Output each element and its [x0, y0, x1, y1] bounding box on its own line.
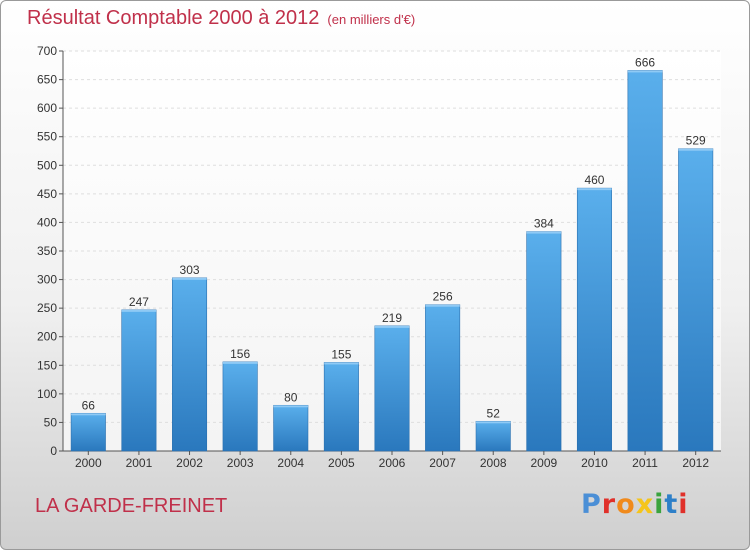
- bar-highlight: [222, 361, 258, 364]
- bar-value-label: 219: [382, 311, 402, 325]
- bar-highlight: [678, 148, 713, 151]
- x-tick-label: 2011: [632, 456, 658, 470]
- bar-value-label: 460: [584, 173, 604, 187]
- bar: [222, 361, 258, 452]
- x-tick-label: 2007: [429, 456, 456, 470]
- logo-letter: x: [635, 489, 655, 520]
- bar: [121, 309, 157, 452]
- x-tick-label: 2008: [480, 456, 507, 470]
- bar-highlight: [476, 421, 511, 424]
- bar: [627, 70, 663, 452]
- bar-highlight: [374, 325, 410, 328]
- bar-highlight: [577, 188, 612, 191]
- y-tick-label: 50: [44, 415, 58, 429]
- y-tick-label: 600: [37, 101, 57, 115]
- bar-value-label: 529: [686, 134, 706, 148]
- bar-value-label: 666: [635, 55, 655, 69]
- x-tick-label: 2003: [227, 456, 254, 470]
- bar-value-label: 156: [230, 347, 250, 361]
- y-tick-label: 450: [37, 187, 57, 201]
- logo-letter: i: [678, 489, 689, 520]
- y-tick-label: 250: [37, 301, 57, 315]
- bar-highlight: [526, 231, 562, 234]
- bar-highlight: [425, 304, 460, 307]
- y-tick-label: 650: [37, 73, 57, 87]
- y-tick-label: 550: [37, 130, 57, 144]
- chart-subtitle: (en milliers d'€): [327, 12, 416, 27]
- bar-highlight: [121, 309, 157, 312]
- x-tick-label: 2000: [75, 456, 102, 470]
- proxiti-logo: Proxiti: [581, 489, 689, 520]
- logo-letter: o: [616, 489, 636, 520]
- bar-highlight: [71, 413, 106, 416]
- bar-highlight: [172, 277, 207, 280]
- bar: [678, 148, 714, 452]
- bar-highlight: [627, 70, 663, 73]
- y-tick-label: 0: [50, 444, 57, 458]
- bar: [526, 231, 562, 452]
- x-tick-label: 2006: [379, 456, 406, 470]
- x-tick-label: 2004: [277, 456, 304, 470]
- bar: [273, 404, 309, 452]
- x-tick-label: 2002: [176, 456, 203, 470]
- x-tick-label: 2005: [328, 456, 355, 470]
- y-tick-label: 400: [37, 215, 57, 229]
- place-name: LA GARDE-FREINET: [35, 495, 228, 517]
- bar-value-label: 80: [284, 390, 298, 404]
- bar-value-label: 303: [180, 263, 200, 277]
- bar: [70, 412, 106, 452]
- bar-highlight: [273, 405, 308, 408]
- y-tick-label: 500: [37, 158, 57, 172]
- x-tick-label: 2009: [530, 456, 557, 470]
- y-tick-label: 200: [37, 330, 57, 344]
- bar: [475, 420, 511, 452]
- bar: [425, 304, 461, 452]
- bar-value-label: 155: [331, 347, 351, 361]
- bar-value-label: 247: [129, 295, 149, 309]
- logo-letter: i: [654, 489, 665, 520]
- x-tick-label: 2012: [682, 456, 709, 470]
- chart-title: Résultat Comptable 2000 à 2012 (en millie…: [27, 7, 415, 30]
- y-tick-label: 150: [37, 358, 57, 372]
- bar: [576, 187, 612, 452]
- bar: [323, 362, 359, 452]
- y-tick-label: 350: [37, 244, 57, 258]
- y-tick-label: 700: [37, 44, 57, 58]
- bar-value-label: 256: [433, 290, 453, 304]
- bar-highlight: [324, 362, 359, 365]
- logo-letter: t: [664, 489, 679, 520]
- x-tick-label: 2010: [581, 456, 608, 470]
- bar-value-label: 66: [82, 398, 96, 412]
- y-tick-label: 300: [37, 273, 57, 287]
- logo-letter: r: [601, 489, 617, 520]
- chart-title-text: Résultat Comptable 2000 à 2012: [27, 7, 320, 29]
- x-tick-label: 2001: [126, 456, 153, 470]
- bar-value-label: 384: [534, 217, 554, 231]
- bar-value-label: 52: [487, 406, 501, 420]
- logo-letter: P: [581, 489, 602, 520]
- bar: [374, 325, 410, 452]
- bar: [172, 277, 208, 452]
- y-tick-label: 100: [37, 387, 57, 401]
